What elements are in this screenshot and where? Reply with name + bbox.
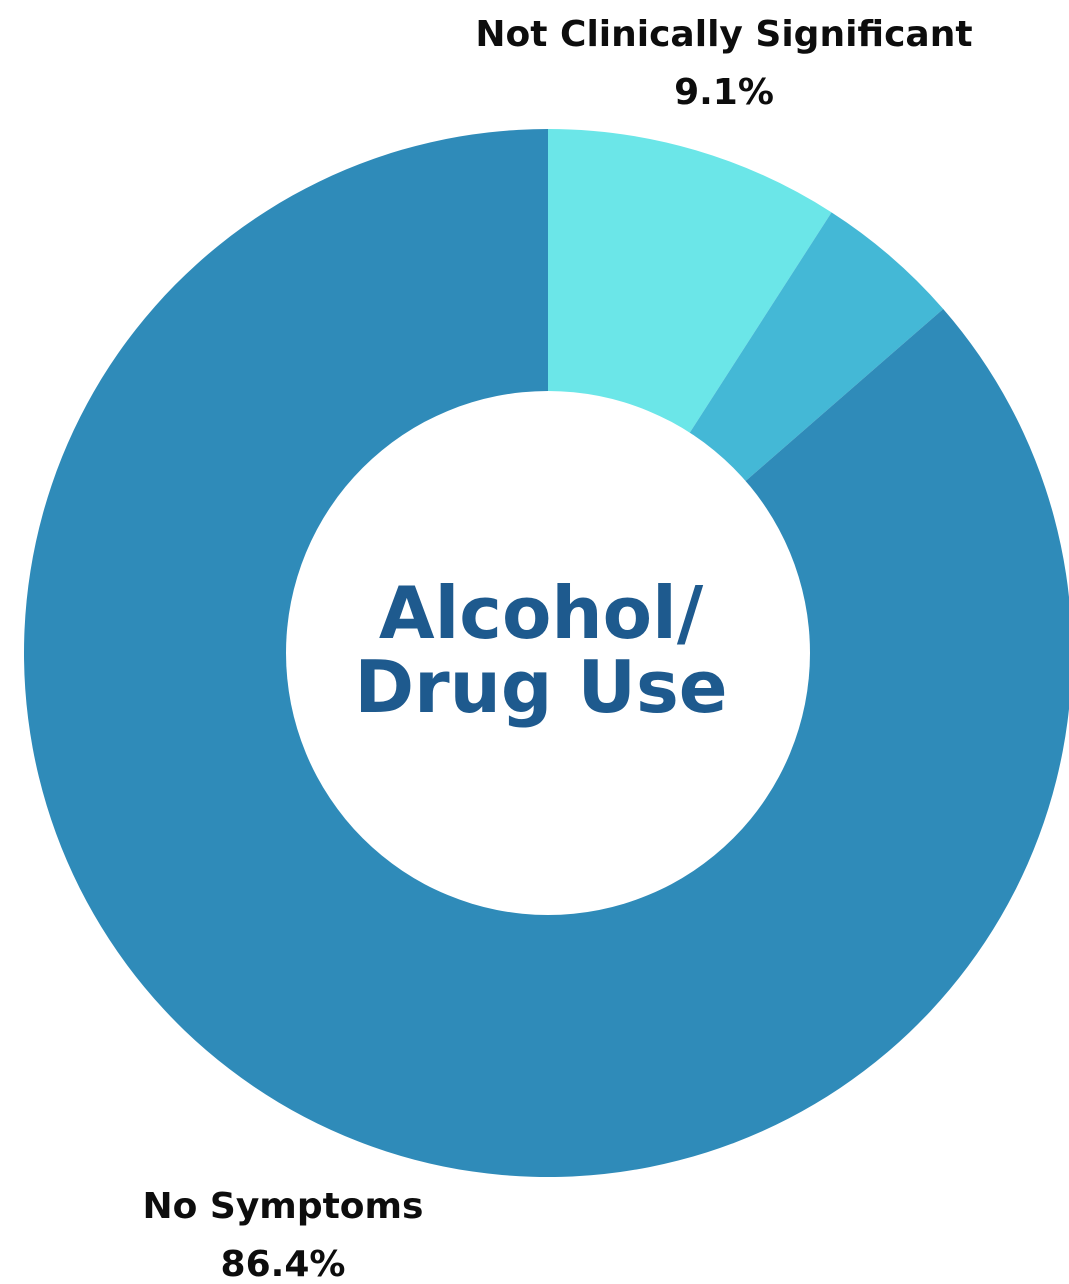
donut-hole [286,391,810,915]
center-title-line-2: Drug Use [354,645,727,729]
center-title-line-1: Alcohol/ [379,571,704,655]
slice-label-not-clinically-significant-value: 9.1% [674,72,774,113]
slice-label-no-symptoms-name: No Symptoms [143,1186,424,1227]
slice-label-no-symptoms-value: 86.4% [221,1244,346,1284]
slice-label-not-clinically-significant-name: Not Clinically Significant [475,14,972,55]
